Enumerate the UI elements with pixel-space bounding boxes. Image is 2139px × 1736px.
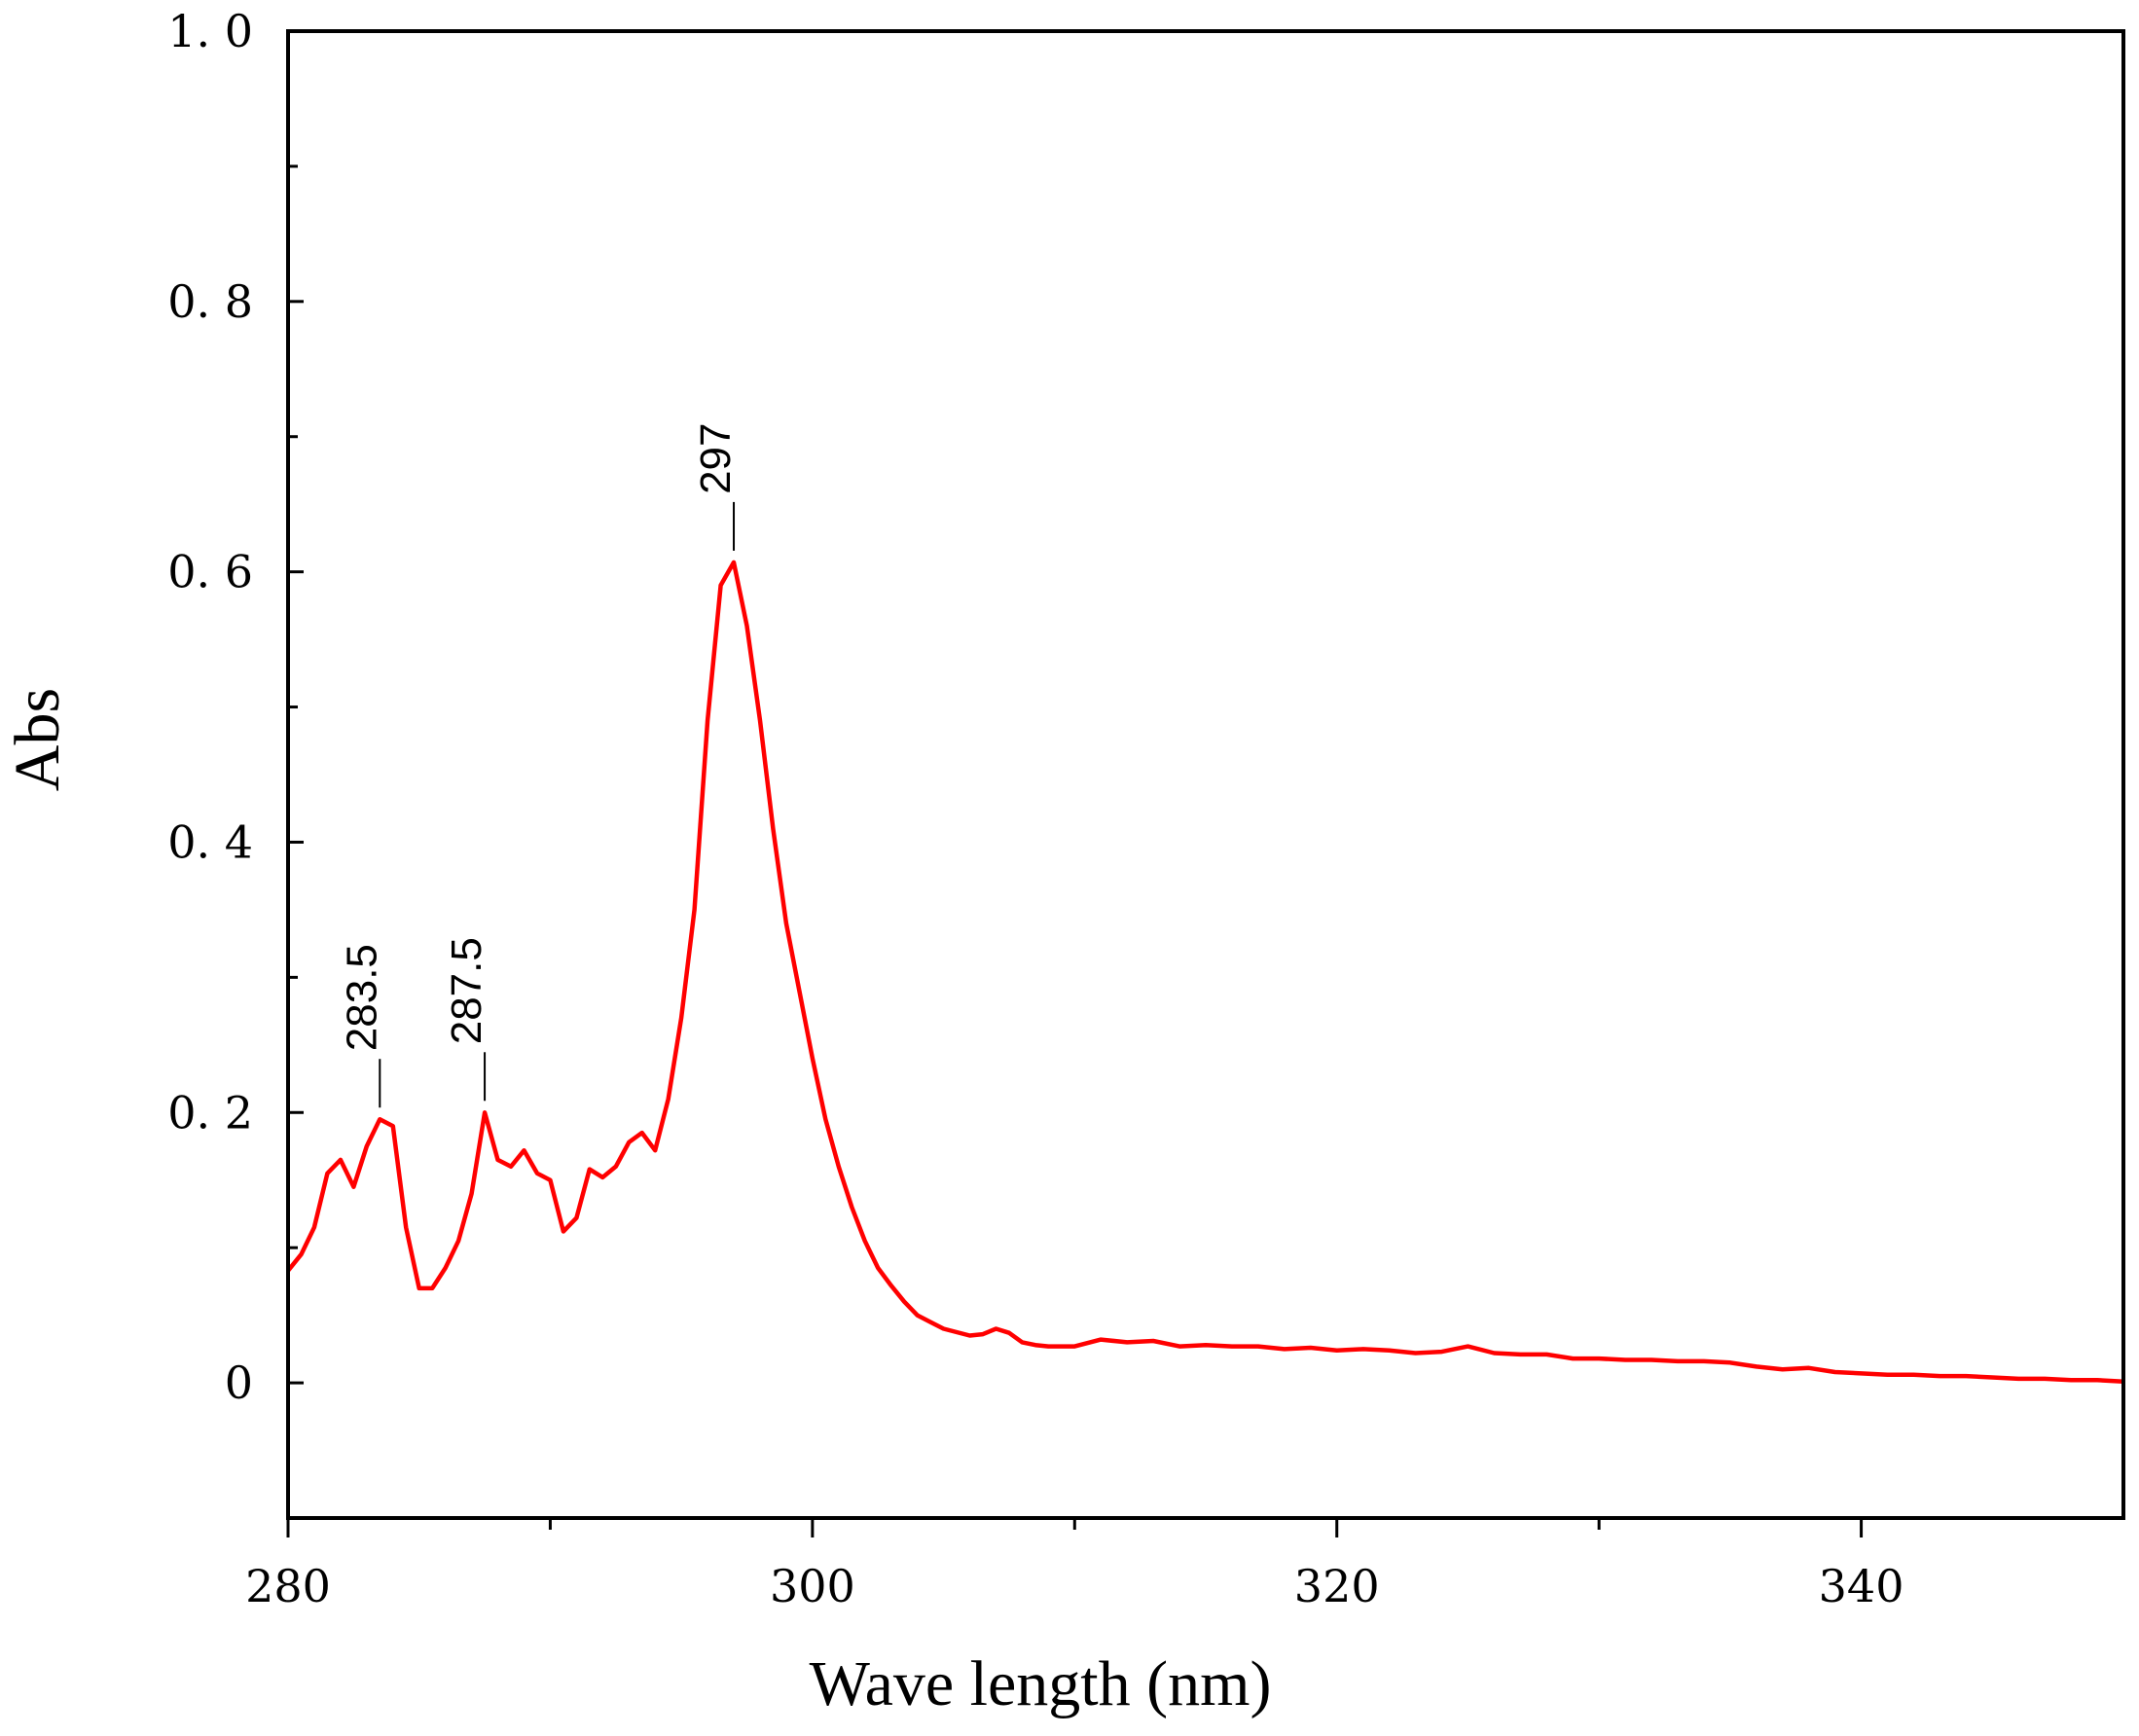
peak-annotations: 283.5 287.5 297	[338, 422, 740, 1108]
plot-frame	[286, 29, 2125, 1520]
y-axis-ticks: 0 0. 2 0. 4 0. 6 0. 8 1. 0	[167, 5, 304, 1409]
y-axis-title: Abs	[2, 688, 73, 791]
peak-label: 283.5	[338, 944, 385, 1051]
x-axis-ticks: 280 300 320 340	[245, 1518, 1903, 1612]
x-tick-label: 300	[770, 1560, 855, 1612]
y-tick-label: 0. 2	[167, 1086, 253, 1139]
x-tick-label: 340	[1819, 1560, 1904, 1612]
x-axis-title: Wave length (nm)	[810, 1648, 1272, 1719]
y-tick-label: 0. 8	[167, 275, 253, 328]
peak-label: 297	[692, 422, 740, 493]
x-tick-label: 280	[245, 1560, 331, 1612]
series-layer	[286, 560, 2124, 1384]
y-tick-label: 1. 0	[167, 5, 253, 57]
peak-label: 287.5	[443, 937, 490, 1044]
y-tick-label: 0. 6	[167, 546, 253, 598]
y-tick-label: 0	[225, 1356, 253, 1409]
absorbance-series-line	[286, 560, 2124, 1384]
y-tick-label: 0. 4	[167, 815, 253, 868]
x-tick-label: 320	[1294, 1560, 1380, 1612]
